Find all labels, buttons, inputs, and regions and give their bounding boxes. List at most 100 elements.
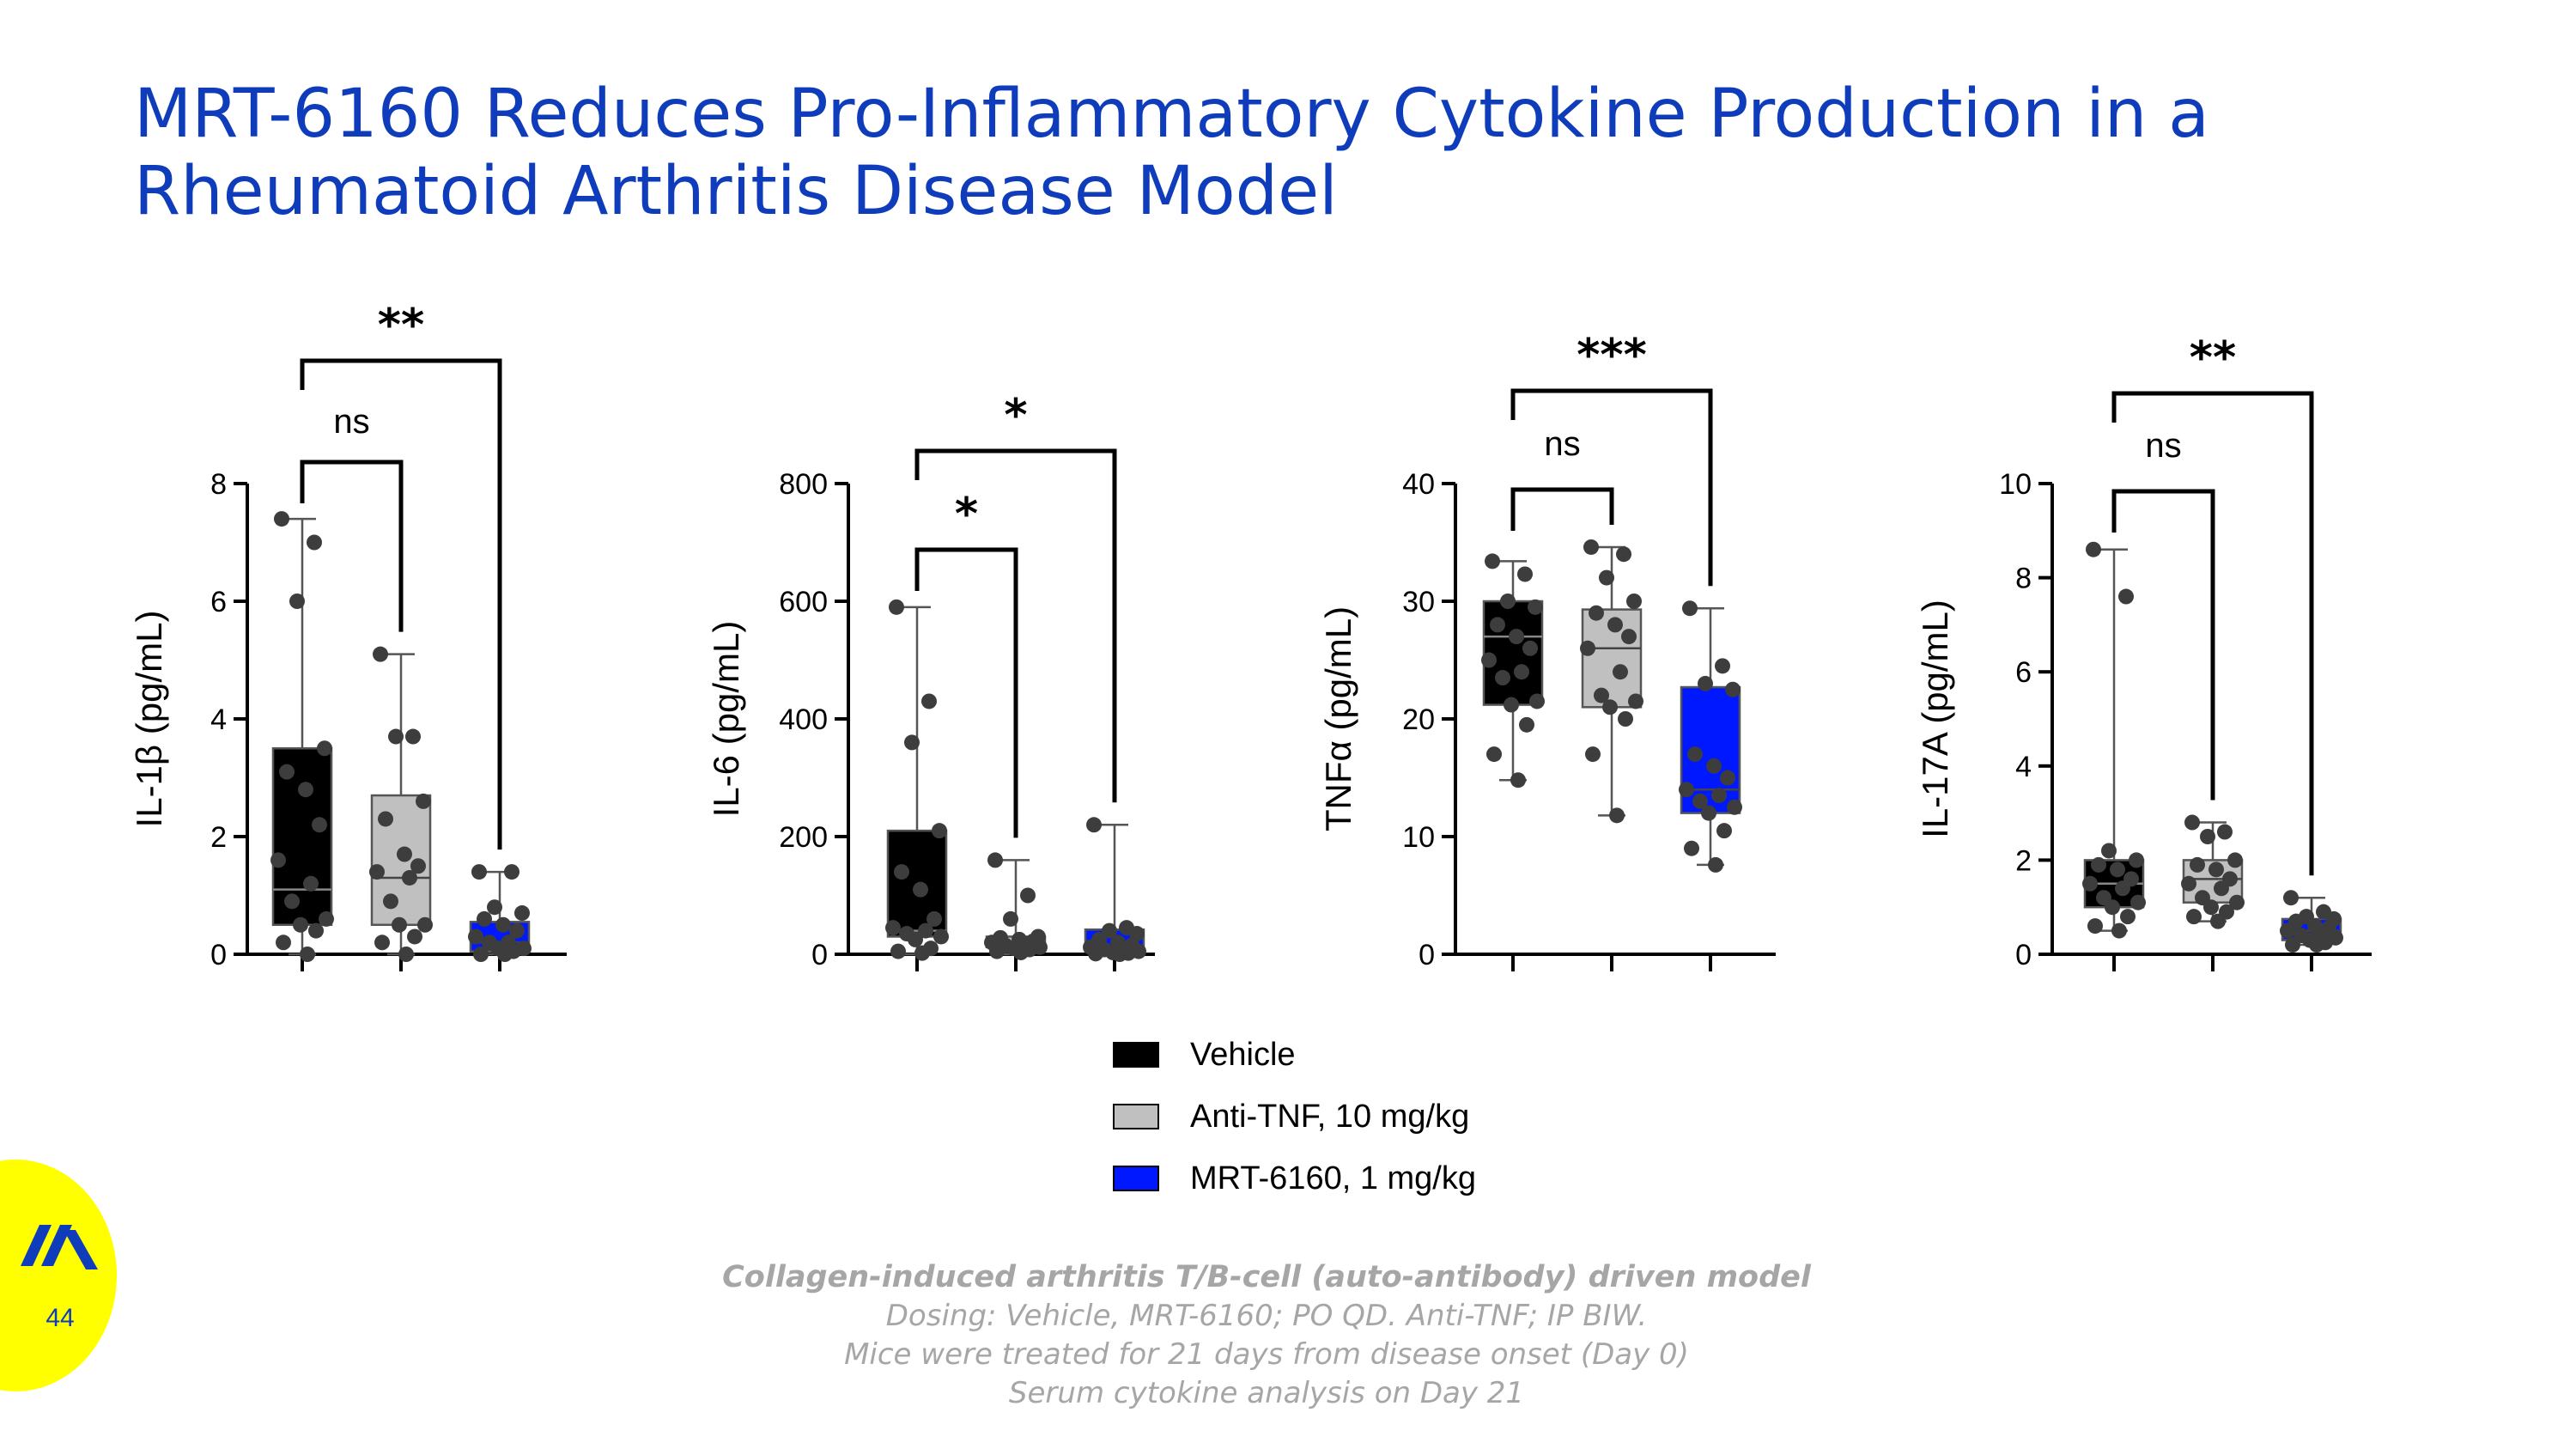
chart-panel-3: 0 10 20 30 40 TNFα (pg/mL) ns *** [1318,330,1776,971]
y-tick-label: 200 [779,821,828,854]
slide-title: MRT-6160 Reduces Pro-Inflammatory Cytoki… [134,76,2452,230]
data-point-anti-tnf [989,943,1005,959]
data-point-vehicle [298,782,313,798]
data-point-mrt6160 [487,899,502,916]
y-axis-label: IL-17A (pg/mL) [1915,600,1955,838]
data-point-vehicle [2130,894,2146,910]
data-point-vehicle [1528,599,1543,615]
significance-label: ns [333,403,369,441]
data-point-mrt6160 [1682,600,1698,617]
company-logo-icon [21,1225,98,1269]
data-point-anti-tnf [2229,894,2245,910]
y-tick-label: 2 [2015,844,2032,877]
footnote-dosing: Dosing: Vehicle, MRT-6160; PO QD. Anti-T… [885,1299,1648,1333]
chart-panel-1: 0 2 4 6 8 IL-1β (pg/mL) ns ** [129,300,567,971]
data-point-vehicle [2086,541,2101,557]
data-point-vehicle [913,881,928,898]
data-point-vehicle [2110,861,2125,878]
data-point-vehicle [890,943,906,959]
y-tick-label: 4 [210,703,227,736]
data-point-mrt6160 [509,922,525,939]
data-point-vehicle [2129,852,2144,868]
data-point-vehicle [300,947,315,962]
data-point-anti-tnf [2227,852,2243,868]
data-point-anti-tnf [405,728,421,745]
data-point-vehicle [289,594,305,609]
data-point-anti-tnf [1589,605,1604,621]
data-point-mrt6160 [1715,658,1730,674]
significance-label: ns [1544,425,1580,463]
data-point-vehicle [918,922,933,939]
data-point-anti-tnf [416,793,431,809]
data-point-anti-tnf [2184,814,2200,831]
significance-bracket [300,358,502,850]
data-point-anti-tnf [1003,910,1018,927]
data-point-mrt6160 [1701,805,1716,821]
legend-label-anti-tnf: Anti-TNF, 10 mg/kg [1190,1098,1470,1135]
slide-title-line-1: MRT-6160 Reduces Pro-Inflammatory Cytoki… [134,76,2209,153]
data-point-vehicle [2105,899,2120,916]
data-point-mrt6160 [1716,823,1732,839]
legend-label-vehicle: Vehicle [1190,1036,1296,1073]
data-point-anti-tnf [397,846,412,862]
legend-swatch-vehicle [1113,1042,1159,1068]
data-point-anti-tnf [388,728,404,745]
y-tick-label: 6 [210,586,227,618]
page-number: 44 [46,1304,75,1332]
data-point-vehicle [921,693,937,709]
data-point-vehicle [2118,588,2134,605]
data-point-anti-tnf [2217,824,2233,840]
chart-panel-4: 0 2 4 6 8 10 IL-17A (pg/mL) ns ** [1915,332,2372,971]
data-point-vehicle [317,740,332,757]
data-point-vehicle [1514,664,1529,680]
data-point-vehicle [1517,566,1533,582]
data-point-anti-tnf [2200,829,2215,844]
significance-label: ** [378,300,424,351]
data-point-vehicle [270,852,286,868]
data-point-vehicle [307,534,322,551]
data-point-mrt6160 [1086,817,1102,833]
data-point-anti-tnf [1583,539,1599,555]
data-point-mrt6160 [1112,947,1127,962]
significance-label: ** [2190,332,2236,384]
data-point-anti-tnf [1628,693,1643,709]
data-point-vehicle [293,916,308,933]
significance-bracket [300,460,404,632]
data-point-vehicle [932,823,947,839]
significance-label: * [1004,390,1027,441]
data-point-mrt6160 [468,928,483,945]
y-tick-label: 40 [1402,468,1435,501]
data-point-mrt6160 [497,947,513,962]
data-point-vehicle [1481,652,1497,668]
data-point-vehicle [933,928,949,945]
significance-label: * [955,489,978,540]
data-point-anti-tnf [369,864,385,880]
data-point-vehicle [2115,880,2130,897]
data-point-vehicle [2091,856,2106,873]
data-point-mrt6160 [1711,788,1727,804]
data-point-vehicle [303,875,319,892]
footnote-analysis: Serum cytokine analysis on Day 21 [1008,1376,1525,1410]
data-point-anti-tnf [2186,909,2202,925]
data-point-mrt6160 [1720,770,1735,786]
y-tick-label: 600 [779,586,828,618]
y-tick-label: 0 [2015,939,2032,971]
data-point-anti-tnf [1609,807,1625,824]
y-axis-label: IL-1β (pg/mL) [129,611,169,828]
data-point-anti-tnf [373,646,388,662]
data-point-mrt6160 [2280,922,2295,939]
significance-bracket [2111,489,2215,801]
y-tick-label: 2 [210,821,227,854]
data-point-mrt6160 [504,864,519,880]
data-point-anti-tnf [407,928,422,945]
footnote-model: Collagen-induced arthritis T/B-cell (aut… [722,1260,1811,1294]
data-point-mrt6160 [2285,937,2300,953]
data-point-vehicle [308,922,324,939]
data-point-vehicle [908,931,923,947]
data-point-mrt6160 [1102,922,1117,939]
data-point-mrt6160 [2309,937,2324,953]
significance-bracket [2111,391,2314,876]
y-tick-label: 10 [1999,468,2032,501]
data-point-mrt6160 [1692,793,1708,809]
